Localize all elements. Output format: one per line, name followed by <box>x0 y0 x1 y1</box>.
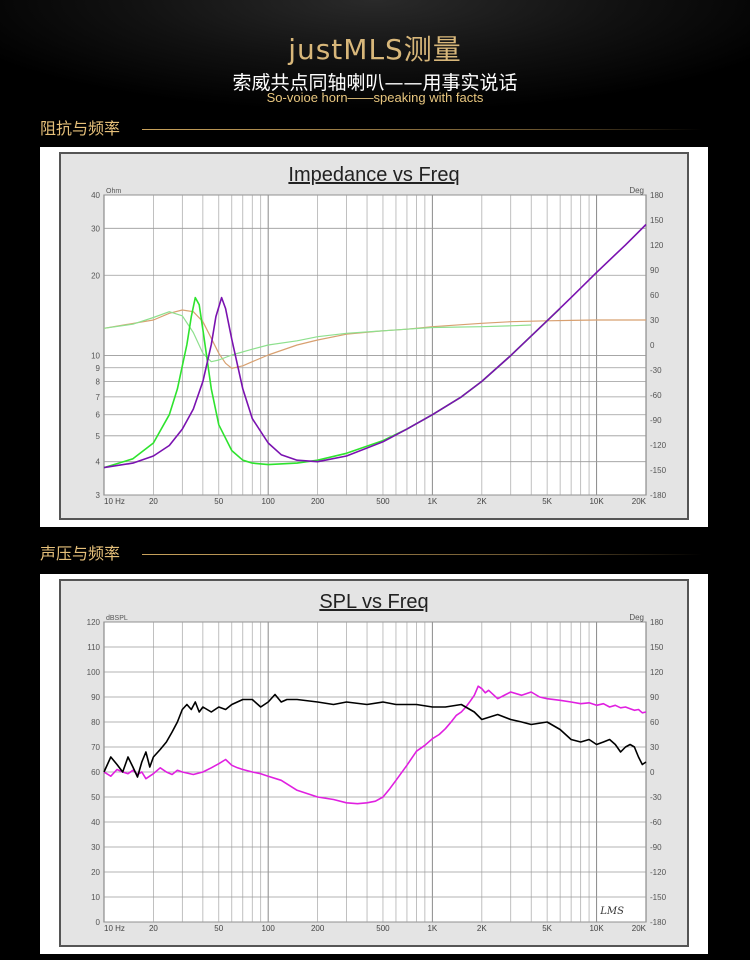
x-tick-label: 20 <box>149 924 158 933</box>
impedance-chart-panel: Impedance vs Freq Ohm Deg 40 30 20 10 9 8 7 6 5 4 3 18… <box>40 147 708 527</box>
chart-title: Impedance vs Freq <box>288 164 459 186</box>
header-title: justMLS测量 <box>288 33 462 66</box>
y-tick-label: 20 <box>91 868 100 877</box>
y-tick-label: 90 <box>91 693 100 702</box>
impedance-chart: Impedance vs Freq Ohm Deg 40 30 20 10 9 8 7 6 5 4 3 18… <box>59 152 689 520</box>
x-tick-label: 10 Hz <box>104 924 125 933</box>
y-tick-label: 7 <box>96 393 101 402</box>
y-tick-label: 20 <box>91 271 100 280</box>
y-tick-label: 0 <box>96 918 101 927</box>
series-line-2 <box>103 309 646 369</box>
right-unit-label: Deg <box>629 613 644 622</box>
y2-tick-label: 60 <box>650 718 659 727</box>
y2-tick-label: -90 <box>650 416 662 425</box>
y2-tick-label: -30 <box>650 366 662 375</box>
y2-tick-label: -120 <box>650 441 667 450</box>
y2-tick-label: -180 <box>650 491 667 500</box>
y-tick-label: 30 <box>91 224 100 233</box>
y2-tick-label: -150 <box>650 893 667 902</box>
x-tick-label: 200 <box>311 924 325 933</box>
y-tick-label: 5 <box>96 432 101 441</box>
x-tick-label: 20K <box>632 924 647 933</box>
x-tick-label: 100 <box>262 497 276 506</box>
y2-tick-label: -180 <box>650 918 667 927</box>
y2-tick-label: 90 <box>650 266 659 275</box>
y-tick-label: 10 <box>91 893 100 902</box>
y-tick-label: 60 <box>91 768 100 777</box>
series-line-0 <box>103 693 647 778</box>
y2-tick-label: -150 <box>650 466 667 475</box>
y2-tick-label: 30 <box>650 743 659 752</box>
signature-text: LMS <box>599 906 624 917</box>
x-tick-label: 5K <box>542 497 552 506</box>
series-line-3 <box>103 311 532 363</box>
x-tick-label: 50 <box>214 924 223 933</box>
y2-tick-label: 120 <box>650 241 664 250</box>
section-divider <box>142 554 702 555</box>
y-tick-label: 3 <box>96 491 101 500</box>
x-tick-label: 2K <box>477 924 487 933</box>
y-tick-label: 110 <box>87 643 100 652</box>
y-tick-label: 80 <box>91 718 100 727</box>
x-tick-label: 1K <box>427 924 437 933</box>
spl-chart-panel: SPL vs Freq dBSPL Deg 120 110 100 90 80 70 60 50 40… <box>40 574 708 954</box>
x-tick-label: 10K <box>589 924 604 933</box>
header-banner: justMLS测量 索威共点同轴喇叭——用事实说话 So-voioe horn—… <box>0 0 750 112</box>
section-divider <box>142 129 702 130</box>
header-subtitle-en: So-voioe horn——speaking with facts <box>266 90 484 105</box>
y2-tick-label: 90 <box>650 693 659 702</box>
y2-tick-label: 0 <box>650 341 655 350</box>
x-tick-label: 20 <box>149 497 158 506</box>
y2-tick-label: 0 <box>650 768 655 777</box>
y2-tick-label: 120 <box>650 668 664 677</box>
x-tick-label: 50 <box>214 497 223 506</box>
series-line-1 <box>103 685 647 805</box>
y-tick-label: 30 <box>91 843 100 852</box>
x-tick-label: 1K <box>427 497 437 506</box>
x-tick-label: 500 <box>376 497 390 506</box>
x-tick-label: 100 <box>262 924 276 933</box>
y-tick-label: 4 <box>96 458 101 467</box>
section-label-spl: 声压与频率 <box>40 544 121 563</box>
header-subtitle: 索威共点同轴喇叭——用事实说话 <box>232 72 518 94</box>
left-unit-label: dBSPL <box>106 615 128 622</box>
left-unit-label: Ohm <box>106 188 121 195</box>
chart-title: SPL vs Freq <box>319 591 428 613</box>
series-line-1 <box>103 223 647 469</box>
x-tick-label: 2K <box>477 497 487 506</box>
right-unit-label: Deg <box>629 186 644 195</box>
y2-tick-label: -90 <box>650 843 662 852</box>
y-tick-label: 50 <box>91 793 100 802</box>
x-tick-label: 5K <box>542 924 552 933</box>
y2-tick-label: 150 <box>650 216 664 225</box>
y2-tick-label: 180 <box>650 618 664 627</box>
y-tick-label: 8 <box>96 377 101 386</box>
y-tick-label: 40 <box>91 191 100 200</box>
y2-tick-label: -60 <box>650 818 662 827</box>
y-tick-label: 6 <box>96 411 101 420</box>
y-tick-label: 40 <box>91 818 100 827</box>
section-label-impedance: 阻抗与频率 <box>40 119 121 138</box>
x-tick-label: 20K <box>632 497 647 506</box>
y2-tick-label: 30 <box>650 316 659 325</box>
y-tick-label: 10 <box>91 352 100 361</box>
y-tick-label: 100 <box>87 668 101 677</box>
y2-tick-label: 60 <box>650 291 659 300</box>
y-tick-label: 70 <box>91 743 100 752</box>
y2-tick-label: -60 <box>650 391 662 400</box>
y2-tick-label: -120 <box>650 868 667 877</box>
x-tick-label: 200 <box>311 497 325 506</box>
x-tick-label: 10 Hz <box>104 497 125 506</box>
y-tick-label: 120 <box>87 618 101 627</box>
plot-area <box>103 194 647 496</box>
y2-tick-label: -30 <box>650 793 662 802</box>
y2-tick-label: 180 <box>650 191 664 200</box>
x-tick-label: 500 <box>376 924 390 933</box>
y2-tick-label: 150 <box>650 643 664 652</box>
y-tick-label: 9 <box>96 364 101 373</box>
x-tick-label: 10K <box>589 497 604 506</box>
